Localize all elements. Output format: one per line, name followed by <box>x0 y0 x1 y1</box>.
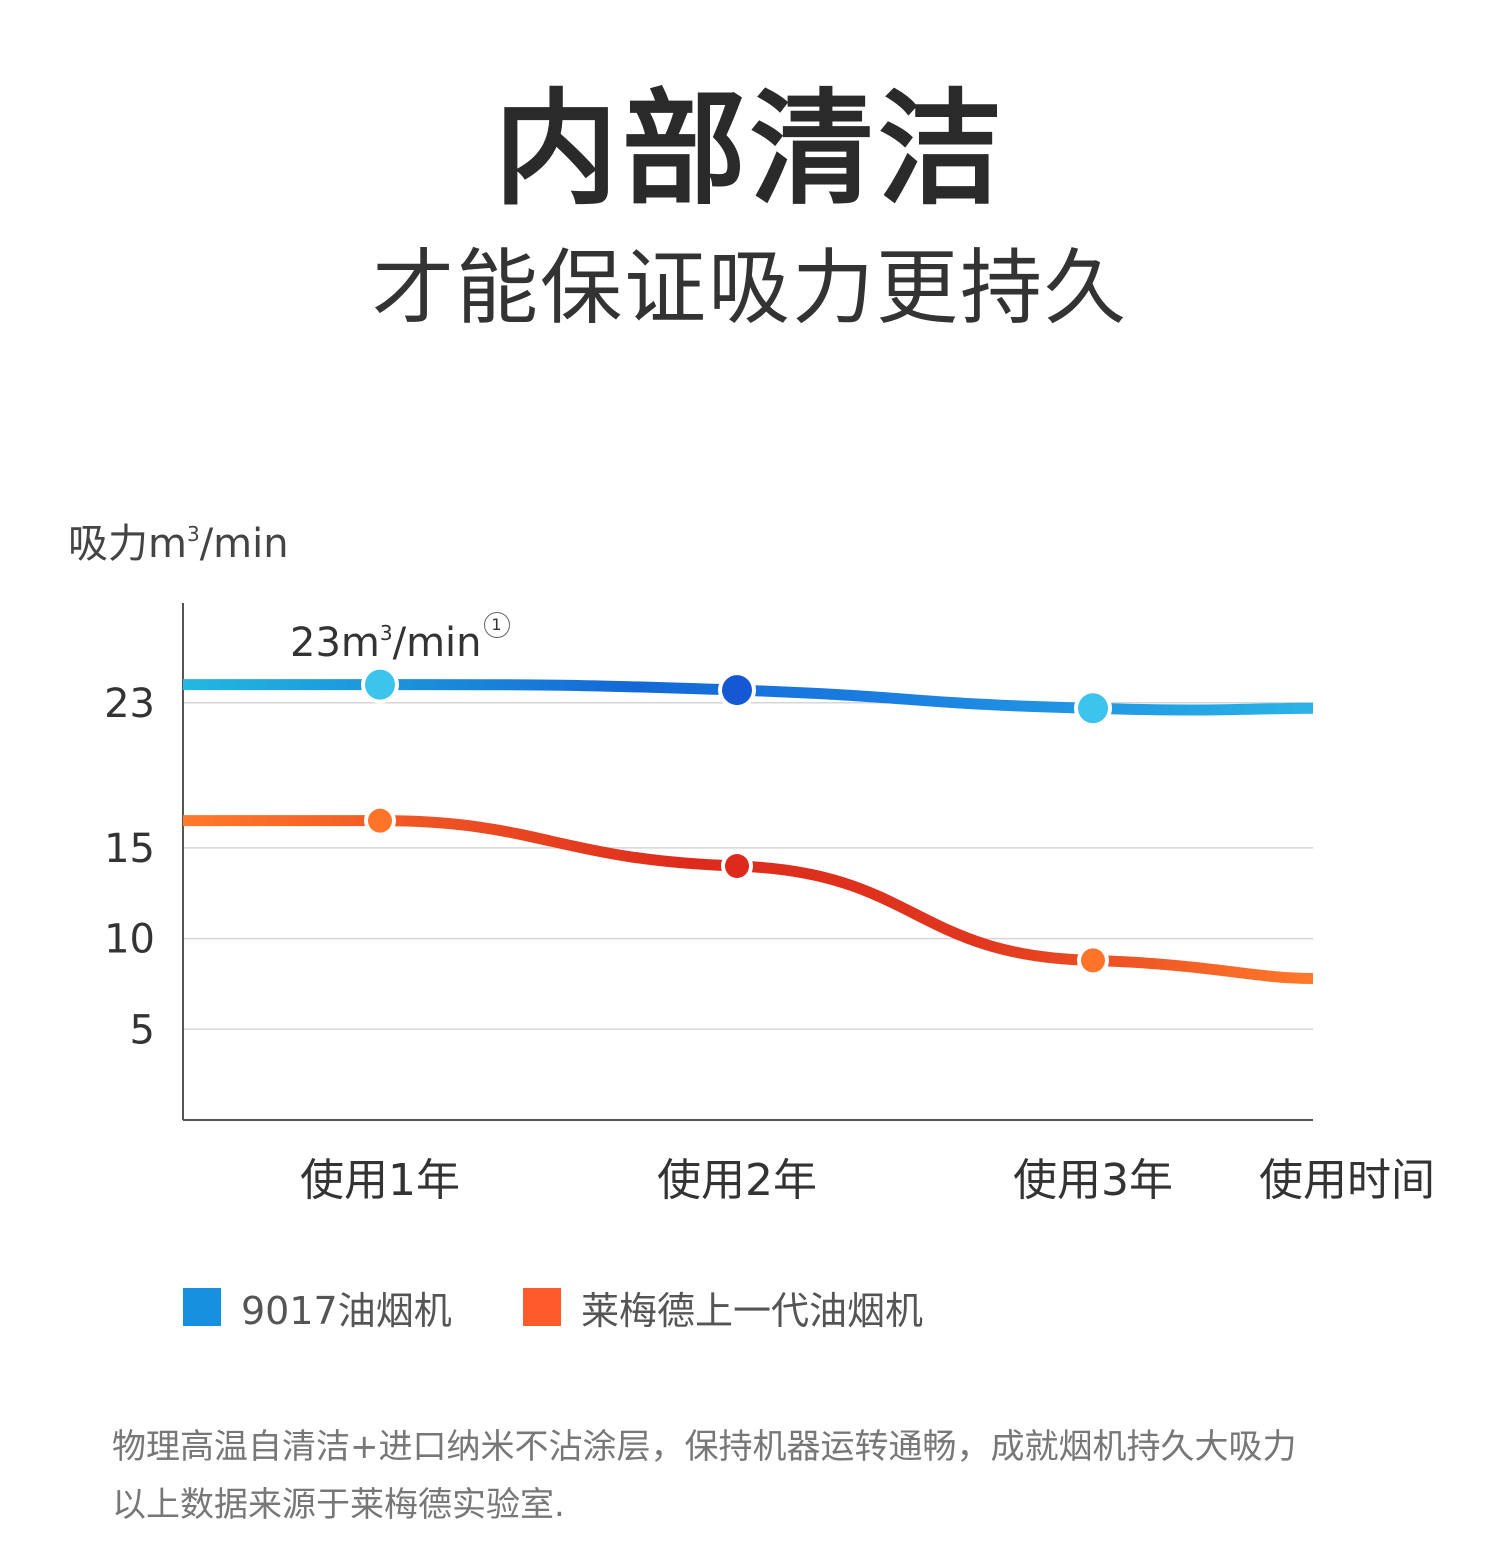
legend-item-previous: 莱梅德上一代油烟机 <box>523 1285 923 1333</box>
legend-label: 9017油烟机 <box>241 1288 452 1333</box>
series-line <box>183 679 1314 716</box>
footnote-line-2: 以上数据来源于莱梅德实验室. <box>112 1485 565 1525</box>
data-point <box>1078 693 1108 724</box>
x-tick-label: 使用1年 <box>300 1155 460 1206</box>
footnote-line-1: 物理高温自清洁+进口纳米不沾涂层，保持机器运转通畅，成就烟机持久大吸力 <box>112 1427 1297 1467</box>
footnote-marker: 1 <box>483 612 510 638</box>
data-point <box>365 669 395 700</box>
y-tick-label: 23 <box>104 681 155 727</box>
y-axis-label: 吸力m3/min <box>68 521 289 567</box>
y-tick-label: 5 <box>130 1007 155 1053</box>
data-point <box>368 808 392 833</box>
legend-swatch-blue <box>183 1288 221 1326</box>
footnote: 物理高温自清洁+进口纳米不沾涂层，保持机器运转通畅，成就烟机持久大吸力 以上数据… <box>112 1418 1297 1534</box>
legend-item-9017: 9017油烟机 <box>183 1285 452 1333</box>
data-point <box>1081 948 1105 973</box>
page-subtitle: 才能保证吸力更持久 <box>371 241 1128 336</box>
x-axis-end-label: 使用时间 <box>1259 1155 1435 1206</box>
x-tick-label: 使用3年 <box>1013 1155 1173 1206</box>
legend-swatch-red <box>523 1288 561 1326</box>
y-tick-label: 10 <box>104 917 155 963</box>
x-tick-label: 使用2年 <box>657 1155 817 1206</box>
data-point <box>722 675 752 706</box>
page-title: 内部清洁 <box>493 78 1006 222</box>
y-tick-label: 15 <box>104 826 155 872</box>
data-point <box>725 854 749 879</box>
line-chart: 5 10 15 23 使用1年 使用2年 使用3年 使用时间 <box>104 603 1435 1206</box>
peak-annotation: 23m3/min 1 <box>290 612 510 667</box>
legend-label: 莱梅德上一代油烟机 <box>581 1288 924 1333</box>
series-line <box>183 815 1314 985</box>
